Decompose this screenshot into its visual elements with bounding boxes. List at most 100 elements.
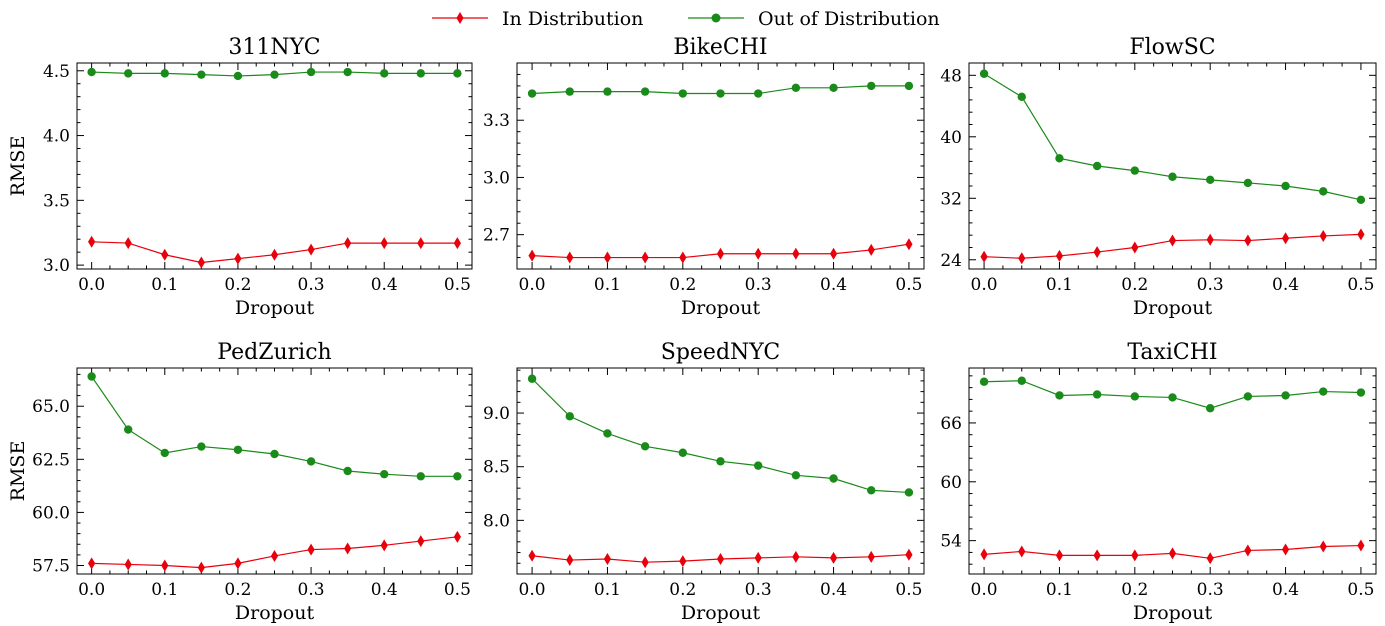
point-in-distribution: [344, 542, 352, 555]
x-tick-label: 0.0: [971, 275, 998, 295]
y-tick-label: 60.0: [32, 503, 70, 523]
legend: In Distribution Out of Distribution: [432, 8, 940, 30]
chart-bikechi: BikeCHI 0.0 0.1 0.2 0.3 0.4 0.5 2.7 3.0 3.3 Dropou…: [483, 35, 925, 319]
point-out-of-distribution: [979, 69, 989, 78]
point-out-of-distribution: [640, 87, 650, 96]
point-in-distribution: [307, 243, 315, 256]
x-tick-label: 0.5: [444, 580, 471, 600]
x-tick-label: 0.2: [224, 580, 251, 600]
point-in-distribution: [270, 549, 279, 562]
x-tick-label: 0.0: [971, 580, 998, 600]
point-in-distribution: [1244, 234, 1252, 247]
point-in-distribution: [603, 552, 612, 565]
point-in-distribution: [905, 548, 913, 561]
point-in-distribution: [1319, 229, 1327, 242]
point-out-of-distribution: [753, 89, 763, 98]
x-axis-label: Dropout: [681, 602, 761, 624]
y-tick-label: 32: [940, 189, 962, 209]
x-tick-label: 0.2: [1121, 275, 1148, 295]
point-in-distribution: [380, 237, 388, 250]
x-tick-label: 0.1: [1046, 275, 1073, 295]
point-out-of-distribution: [343, 466, 352, 476]
y-tick-label: 62.5: [32, 450, 70, 470]
x-axis-label: Dropout: [235, 602, 315, 624]
x-axis-label: Dropout: [235, 297, 315, 319]
point-out-of-distribution: [1168, 393, 1177, 402]
point-in-distribution: [197, 561, 205, 574]
x-tick-label: 0.3: [298, 580, 325, 600]
x-tick-label: 0.4: [820, 580, 847, 600]
point-in-distribution: [1168, 234, 1177, 247]
legend-in-distribution-label: In Distribution: [502, 8, 643, 30]
y-tick-label: 3.0: [483, 168, 510, 188]
point-in-distribution: [88, 235, 96, 248]
point-in-distribution: [754, 551, 762, 564]
x-tick-label: 0.3: [745, 580, 772, 600]
series-line-out-of-distribution: [91, 376, 458, 477]
x-tick-label: 0.3: [1197, 580, 1224, 600]
x-tick-label: 0.1: [151, 580, 178, 600]
point-out-of-distribution: [603, 87, 612, 96]
point-in-distribution: [1281, 543, 1290, 556]
point-in-distribution: [1018, 545, 1026, 558]
point-in-distribution: [453, 530, 461, 543]
y-tick-label: 2.7: [483, 226, 510, 246]
point-in-distribution: [88, 557, 96, 570]
point-out-of-distribution: [716, 457, 725, 466]
point-out-of-distribution: [1205, 404, 1215, 413]
point-in-distribution: [234, 252, 242, 265]
point-out-of-distribution: [1319, 187, 1328, 196]
y-axis-label: RMSE: [7, 441, 29, 502]
point-in-distribution: [867, 243, 875, 256]
point-in-distribution: [161, 248, 169, 261]
y-tick-label: 66: [940, 414, 962, 434]
y-tick-label: 54: [940, 532, 962, 552]
plot-frame: [76, 62, 473, 270]
point-in-distribution: [1055, 249, 1064, 262]
point-in-distribution: [641, 556, 649, 569]
point-out-of-distribution: [867, 486, 876, 495]
y-tick-label: 8.0: [483, 511, 510, 531]
point-out-of-distribution: [416, 69, 425, 78]
y-tick-label: 9.0: [483, 404, 510, 424]
point-out-of-distribution: [416, 472, 425, 481]
point-out-of-distribution: [1356, 195, 1366, 205]
x-tick-label: 0.0: [519, 580, 546, 600]
point-out-of-distribution: [1243, 178, 1253, 188]
y-tick-label: 48: [940, 66, 962, 86]
point-in-distribution: [417, 237, 425, 250]
point-in-distribution: [792, 550, 800, 563]
y-tick-label: 65.0: [32, 397, 70, 417]
point-in-distribution: [641, 251, 649, 264]
point-in-distribution: [1357, 539, 1365, 552]
x-tick-label: 0.2: [669, 275, 696, 295]
point-out-of-distribution: [233, 71, 243, 81]
point-in-distribution: [528, 249, 536, 262]
point-out-of-distribution: [1017, 92, 1026, 102]
point-out-of-distribution: [1055, 391, 1064, 400]
point-in-distribution: [1357, 228, 1365, 241]
series-line-out-of-distribution: [531, 378, 909, 494]
point-out-of-distribution: [1130, 392, 1140, 401]
point-out-of-distribution: [160, 448, 169, 458]
x-tick-label: 0.5: [1347, 580, 1374, 600]
point-out-of-distribution: [1055, 154, 1064, 163]
point-out-of-distribution: [678, 448, 688, 457]
point-out-of-distribution: [124, 69, 133, 78]
point-out-of-distribution: [603, 429, 612, 438]
point-in-distribution: [1018, 252, 1026, 265]
y-tick-label: 8.5: [483, 458, 510, 478]
point-out-of-distribution: [87, 372, 96, 381]
chart-title: FlowSC: [1129, 35, 1215, 60]
legend-in-distribution-marker: [456, 12, 464, 24]
point-out-of-distribution: [904, 81, 914, 91]
chart-speednyc: SpeedNYC 0.0 0.1 0.2 0.3 0.4 0.5 8.0 8.5 9.0 Dropo…: [483, 340, 925, 624]
point-out-of-distribution: [453, 69, 462, 78]
chart-panels: 311NYC 0.0 0.1 0.2 0.3 0.4 0.5 3.0 3.5 4.0 4.5 Drop…: [7, 35, 1377, 624]
point-in-distribution: [980, 548, 988, 561]
point-out-of-distribution: [270, 449, 279, 459]
y-tick-label: 60: [940, 473, 962, 493]
point-in-distribution: [716, 247, 725, 260]
y-tick-label: 3.5: [43, 191, 70, 211]
y-tick-label: 3.3: [483, 111, 510, 131]
